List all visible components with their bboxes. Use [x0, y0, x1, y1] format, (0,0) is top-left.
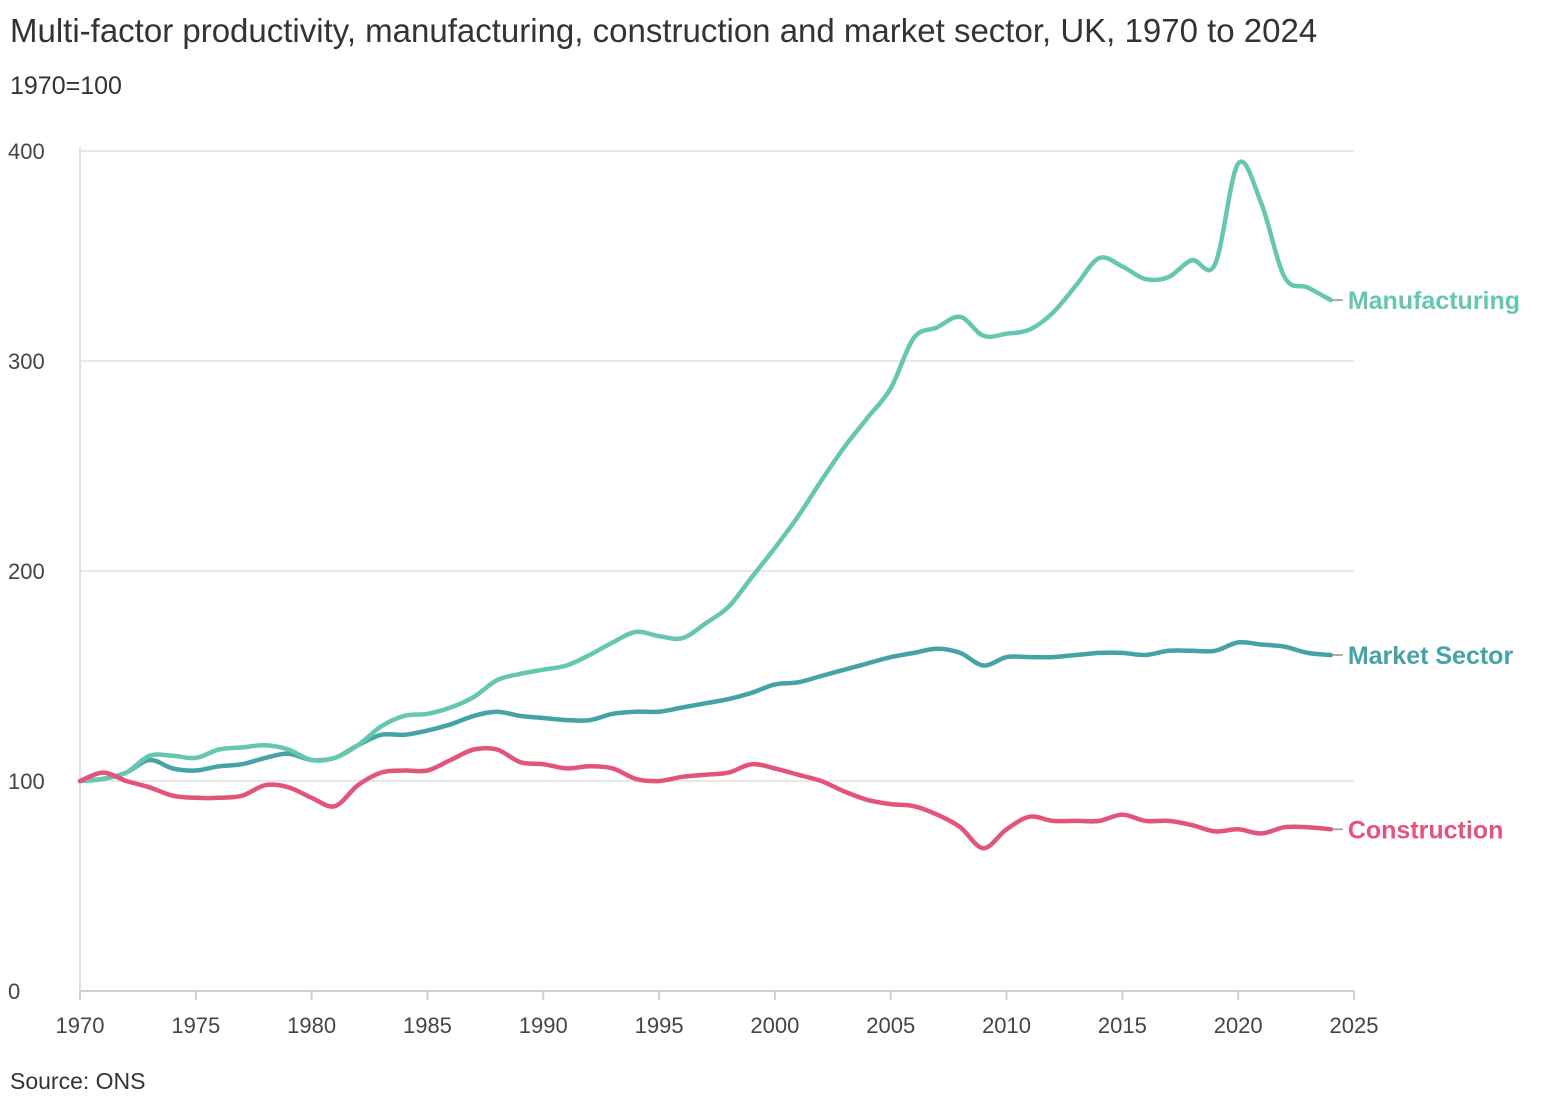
y-tick-label: 0	[8, 979, 20, 1004]
series-label-manufacturing: Manufacturing	[1348, 287, 1520, 315]
x-tick-label: 2020	[1214, 1013, 1263, 1038]
x-tick-label: 1975	[171, 1013, 220, 1038]
x-tick-label: 1985	[403, 1013, 452, 1038]
x-tick-label: 1990	[519, 1013, 568, 1038]
series-line-manufacturing	[77, 159, 1334, 784]
y-tick-label: 100	[8, 769, 45, 794]
chart-subtitle: 1970=100	[10, 72, 122, 100]
y-tick-label: 200	[8, 559, 45, 584]
x-tick-label: 2000	[750, 1013, 799, 1038]
series-label-market-sector: Market Sector	[1348, 642, 1514, 670]
series-lines	[77, 159, 1334, 851]
x-tick-label: 2015	[1098, 1013, 1147, 1038]
y-tick-label: 400	[8, 139, 45, 164]
x-tick-label: 1980	[287, 1013, 336, 1038]
gridlines	[80, 150, 1354, 782]
y-tick-label: 300	[8, 349, 45, 374]
series-labels: Manufacturing Market Sector Construction	[1332, 287, 1520, 844]
x-tick-label: 2010	[982, 1013, 1031, 1038]
axes: 0 100 200 300 400 1970 1975 1980 1985 1990 1995 200…	[8, 139, 1378, 1038]
source-note: Source: ONS	[10, 1068, 146, 1094]
series-line-construction	[77, 745, 1334, 851]
chart-title: Multi-factor productivity, manufacturing…	[10, 12, 1318, 49]
series-line-market-sector	[77, 639, 1334, 784]
x-tick-label: 2025	[1330, 1013, 1379, 1038]
x-tick-label: 2005	[866, 1013, 915, 1038]
series-label-construction: Construction	[1348, 816, 1504, 844]
x-tick-label: 1995	[635, 1013, 684, 1038]
x-tick-label: 1970	[56, 1013, 105, 1038]
